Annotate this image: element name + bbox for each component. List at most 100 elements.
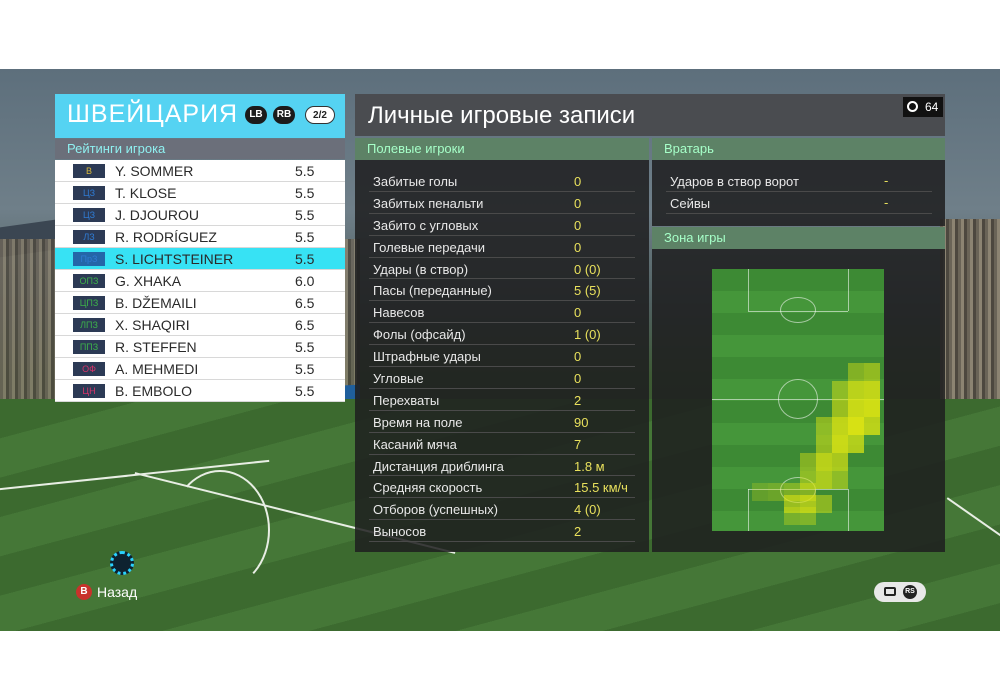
stat-row: Отборов (успешных) 4 (0) xyxy=(369,498,635,521)
player-row[interactable]: ОФ A. MEHMEDI 5.5 xyxy=(55,358,345,380)
goalkeeper-header-label: Вратарь xyxy=(664,141,714,156)
stat-row: Удары (в створ) 0 (0) xyxy=(369,258,635,280)
pitch-arc xyxy=(170,470,270,590)
penalty-box-line xyxy=(748,269,749,311)
heatmap-cell xyxy=(816,435,832,453)
stat-value: 0 xyxy=(574,239,582,255)
heatmap xyxy=(712,269,884,531)
player-name: T. KLOSE xyxy=(115,185,177,201)
position-badge: ЛПЗ xyxy=(73,318,105,332)
player-row[interactable]: ЛПЗ X. SHAQIRI 6.5 xyxy=(55,314,345,336)
center-circle xyxy=(778,379,818,419)
player-name: A. MEHMEDI xyxy=(115,361,199,377)
position-badge: ЦПЗ xyxy=(73,296,105,310)
player-row[interactable]: ППЗ R. STEFFEN 5.5 xyxy=(55,336,345,358)
player-rating: 6.0 xyxy=(295,273,315,289)
stat-row: Касаний мяча 7 xyxy=(369,433,635,455)
lb-button[interactable]: LB xyxy=(245,106,267,124)
gk-stat-label: Сейвы xyxy=(670,196,711,211)
player-row[interactable]: ОПЗ G. XHAKA 6.0 xyxy=(55,270,345,292)
stat-label: Фолы (офсайд) xyxy=(373,327,466,343)
player-rating: 5.5 xyxy=(295,207,315,223)
heatmap-cell xyxy=(784,507,800,525)
stat-value: 0 xyxy=(574,305,582,321)
team-name: ШВЕЙЦАРИЯ xyxy=(67,100,239,128)
field-players-header: Полевые игроки xyxy=(355,138,649,160)
stat-label: Забитых пенальти xyxy=(373,195,484,211)
heatmap-cell xyxy=(816,453,832,471)
goalkeeper-panel: Вратарь Ударов в створ ворот - Сейвы - xyxy=(652,138,945,226)
heatmap-cell xyxy=(800,507,816,525)
stat-value: 0 (0) xyxy=(574,261,601,277)
back-button[interactable]: Назад xyxy=(97,584,138,600)
player-rating: 5.5 xyxy=(295,229,315,245)
player-name: R. STEFFEN xyxy=(115,339,197,355)
heatmap-cell xyxy=(752,483,768,501)
heatmap-cell xyxy=(832,453,848,471)
stat-label: Забито с угловых xyxy=(373,217,479,233)
position-badge: ПрЗ xyxy=(73,252,105,266)
player-row[interactable]: ЦПЗ B. DŽEMAILI 6.5 xyxy=(55,292,345,314)
rs-button-icon[interactable]: RS xyxy=(903,585,917,599)
stat-label: Удары (в створ) xyxy=(373,261,469,277)
player-rating: 5.5 xyxy=(295,163,315,179)
heatmap-cell xyxy=(848,417,864,435)
stat-label: Касаний мяча xyxy=(373,436,457,452)
field-players-header-label: Полевые игроки xyxy=(367,141,465,156)
player-row[interactable]: ЛЗ R. RODRÍGUEZ 5.5 xyxy=(55,226,345,248)
loading-spinner-icon xyxy=(110,551,134,575)
stat-value: 0 xyxy=(574,371,582,387)
goalkeeper-header: Вратарь xyxy=(652,138,945,160)
chat-control[interactable]: RS xyxy=(874,582,926,602)
heatmap-cell xyxy=(848,381,864,399)
heatmap-cell xyxy=(864,381,880,399)
gk-stat-row: Сейвы - xyxy=(666,192,932,214)
stat-value: 5 (5) xyxy=(574,283,601,299)
stat-label: Время на поле xyxy=(373,414,463,430)
player-row[interactable]: ЦЗ J. DJOUROU 5.5 xyxy=(55,204,345,226)
heatmap-cell xyxy=(784,495,800,513)
stat-label: Угловые xyxy=(373,371,424,387)
heatmap-cell xyxy=(864,363,880,381)
player-row[interactable]: ПрЗ S. LICHTSTEINER 5.5 xyxy=(55,248,345,270)
heatmap-cell xyxy=(832,417,848,435)
position-badge: ЦН xyxy=(73,384,105,398)
b-button-icon[interactable]: B xyxy=(76,584,92,600)
heatmap-cell xyxy=(800,471,816,489)
stat-value: 2 xyxy=(574,524,582,540)
stat-row: Дистанция дриблинга 1.8 м xyxy=(369,455,635,477)
player-row[interactable]: ЦЗ T. KLOSE 5.5 xyxy=(55,182,345,204)
stat-value: 1 (0) xyxy=(574,327,601,343)
field-players-panel: Полевые игроки Забитые голы 0 Забитых пена… xyxy=(355,138,649,552)
team-header: ШВЕЙЦАРИЯ LB RB 2/2 xyxy=(55,94,345,138)
stat-row: Угловые 0 xyxy=(369,367,635,389)
page-title: Личные игровые записи xyxy=(368,102,636,129)
chat-icon[interactable] xyxy=(884,587,896,596)
player-name: B. EMBOLO xyxy=(115,383,193,399)
stat-value: 2 xyxy=(574,392,582,408)
penalty-box-line xyxy=(848,489,849,531)
player-name: B. DŽEMAILI xyxy=(115,295,197,311)
player-name: G. XHAKA xyxy=(115,273,182,289)
position-badge: ОПЗ xyxy=(73,274,105,288)
gk-stat-value: - xyxy=(884,195,889,210)
stat-row: Фолы (офсайд) 1 (0) xyxy=(369,323,635,346)
heatmap-cell xyxy=(816,417,832,435)
player-row[interactable]: ЦН B. EMBOLO 5.5 xyxy=(55,380,345,402)
gk-stat-row: Ударов в створ ворот - xyxy=(666,170,932,192)
position-badge: ЛЗ xyxy=(73,230,105,244)
position-badge: В xyxy=(73,164,105,178)
title-bar: Личные игровые записи 64 xyxy=(355,94,945,136)
stat-value: 0 xyxy=(574,195,582,211)
stat-label: Выносов xyxy=(373,524,427,540)
ratings-header-label: Рейтинги игрока xyxy=(67,141,166,156)
heatmap-cell xyxy=(832,435,848,453)
stat-value: 1.8 м xyxy=(574,458,605,474)
heatmap-cell xyxy=(848,399,864,417)
stat-value: 0 xyxy=(574,349,582,365)
stat-value: 7 xyxy=(574,436,582,452)
player-row[interactable]: В Y. SOMMER 5.5 xyxy=(55,160,345,182)
player-rating: 5.5 xyxy=(295,361,315,377)
player-rating: 6.5 xyxy=(295,295,315,311)
rb-button[interactable]: RB xyxy=(273,106,295,124)
